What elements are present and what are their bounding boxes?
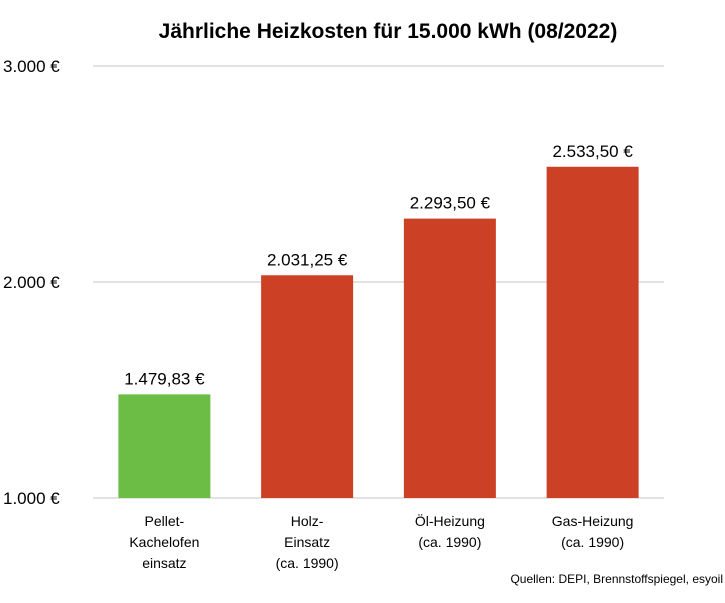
- x-tick-label: Pellet- Kachelofen einsatz: [129, 513, 199, 571]
- chart-title: Jährliche Heizkosten für 15.000 kWh (08/…: [159, 20, 618, 43]
- bar-value-label: 2.031,25 €: [267, 250, 348, 269]
- y-axis-tick-labels: 1.000 € 2.000 € 3.000 €: [3, 57, 60, 508]
- bar-value-label: 1.479,83 €: [124, 369, 205, 388]
- x-tick-label-line: Pellet-: [145, 513, 185, 529]
- x-tick-label-line: Einsatz: [284, 534, 330, 550]
- x-tick-label-line: Kachelofen: [129, 534, 199, 550]
- y-tick-label: 1.000 €: [3, 489, 60, 508]
- bar-value-label: 2.533,50 €: [552, 142, 633, 161]
- x-tick-label-line: (ca. 1990): [276, 555, 339, 571]
- source-note: Quellen: DEPI, Brennstoffspiegel, esyoil: [510, 572, 723, 586]
- x-tick-label-line: Gas-Heizung: [552, 513, 634, 529]
- y-tick-label: 2.000 €: [3, 273, 60, 292]
- x-axis-category-labels: Pellet- Kachelofen einsatz Holz- Einsatz (ca.…: [129, 512, 633, 571]
- x-tick-label-line: Holz-: [291, 513, 324, 529]
- x-tick-label: Gas-Heizung (ca. 1990): [552, 513, 634, 550]
- x-tick-label: Holz- Einsatz (ca. 1990): [276, 513, 339, 571]
- bar: [403, 218, 496, 498]
- x-tick-label-line: (ca. 1990): [561, 534, 624, 550]
- bars: [118, 166, 639, 498]
- bar: [261, 275, 354, 498]
- y-tick-label: 3.000 €: [3, 57, 60, 76]
- bar: [546, 166, 639, 498]
- bar-value-labels: 1.479,83 € 2.031,25 € 2.293,50 € 2.533,50 €: [124, 142, 633, 389]
- x-tick-label: Öl-Heizung (ca. 1990): [415, 512, 485, 550]
- x-tick-label-line: einsatz: [142, 555, 186, 571]
- bar-value-label: 2.293,50 €: [410, 194, 491, 213]
- x-tick-label-line: (ca. 1990): [418, 534, 481, 550]
- x-tick-label-line: Öl-Heizung: [415, 512, 485, 529]
- bar: [118, 394, 211, 498]
